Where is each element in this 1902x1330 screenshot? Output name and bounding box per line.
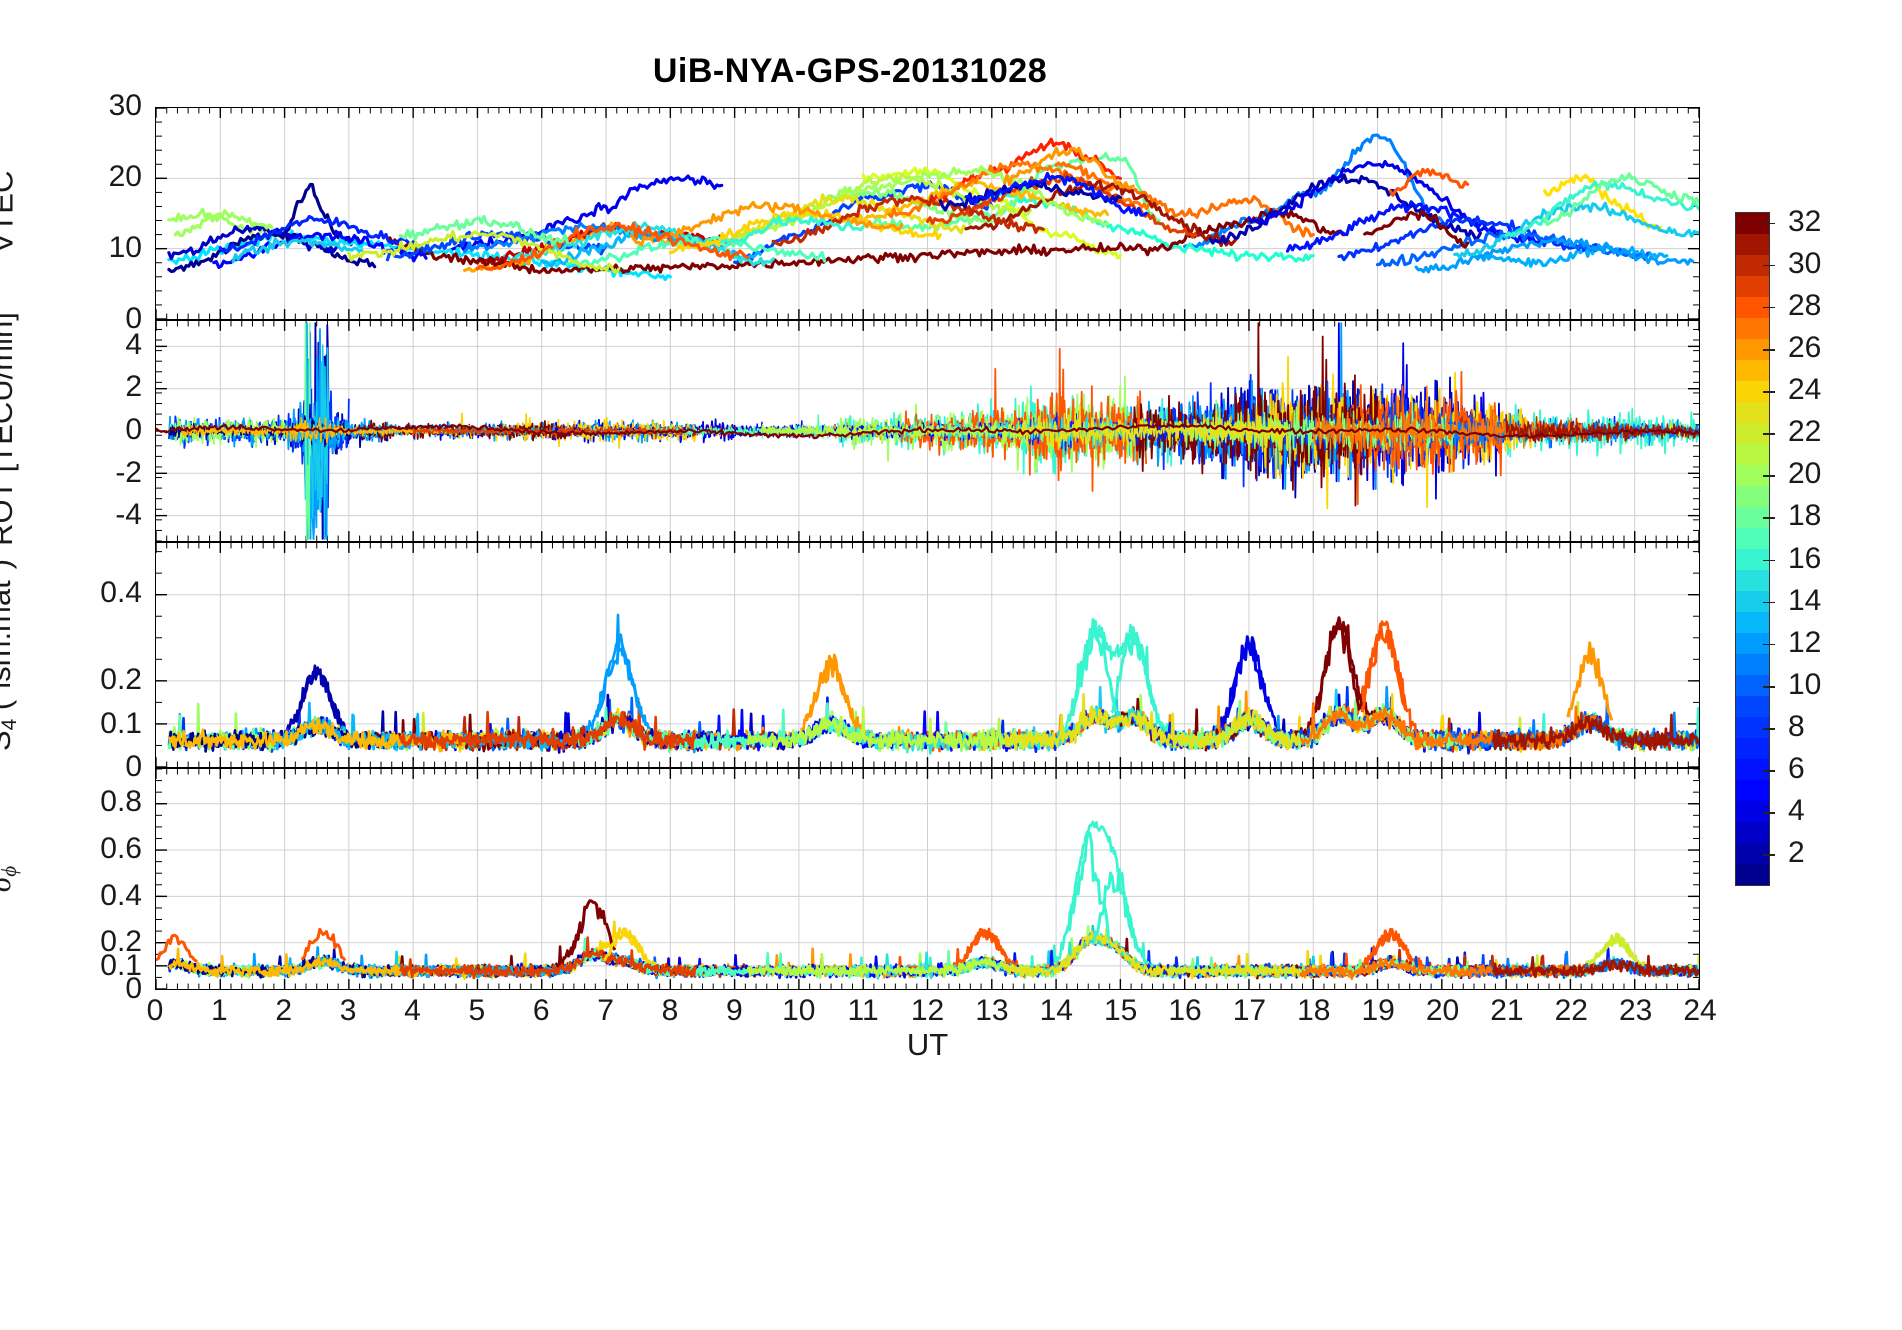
xtick-19: 19: [1361, 994, 1395, 1027]
ytick-sigma-phi-0p4: 0.4: [100, 878, 142, 912]
xtick-23: 23: [1618, 994, 1653, 1027]
colorbar-tick-18: 18: [1788, 499, 1822, 533]
colorbar-tick-28: 28: [1788, 288, 1822, 322]
colorbar-tick-12: 12: [1788, 625, 1822, 659]
colorbar-tick-14: 14: [1788, 583, 1822, 617]
ytick-s4-0p2: 0.2: [100, 663, 142, 697]
colorbar-tick-10: 10: [1788, 667, 1822, 701]
ytick-sigma-phi-0p1: 0.1: [100, 948, 142, 982]
ytick-rot-neg4: -4: [115, 498, 142, 532]
colorbar-tickmark-30: [1763, 264, 1775, 267]
y-axis-title-s4-subscript: 4: [0, 718, 21, 731]
ytick-s4-0: 0: [125, 750, 142, 783]
xtick-12: 12: [910, 994, 945, 1027]
y-axis-title-phi-subscript: ϕ: [0, 866, 21, 877]
panel-s4[interactable]: [155, 542, 1700, 768]
colorbar-tick-20: 20: [1788, 457, 1822, 491]
colorbar-tickmark-10: [1763, 685, 1775, 688]
xtick-13: 13: [975, 994, 1009, 1027]
ytick-rot-neg2: -2: [115, 455, 142, 489]
colorbar-tickmark-28: [1763, 306, 1775, 309]
colorbar-tickmark-32: [1763, 222, 1775, 225]
colorbar-tick-4: 4: [1788, 794, 1805, 828]
xtick-16: 16: [1168, 994, 1202, 1027]
colorbar-tick-26: 26: [1788, 330, 1822, 364]
y-axis-title-sigma: σ: [0, 877, 17, 892]
vtec-plot-canvas: [156, 108, 1699, 319]
xtick-21: 21: [1490, 994, 1524, 1027]
colorbar-tickmark-18: [1763, 517, 1775, 519]
colorbar-tickmark-26: [1763, 348, 1775, 351]
rot-plot-canvas: [156, 321, 1699, 541]
xtick-18: 18: [1297, 994, 1331, 1027]
ytick-rot-4: 4: [125, 327, 142, 361]
xtick-1: 1: [211, 994, 228, 1027]
ytick-sigma-phi-0p8: 0.8: [100, 785, 142, 819]
colorbar-tick-32: 32: [1788, 204, 1822, 238]
colorbar-tickmark-6: [1763, 770, 1775, 772]
panel-rot[interactable]: [155, 320, 1700, 542]
ytick-sigma-phi-0: 0: [125, 972, 142, 1005]
ytick-rot-2: 2: [125, 370, 142, 404]
xtick-3: 3: [339, 994, 357, 1027]
y-axis-title-sigma-phi: σϕ: [0, 738, 22, 1020]
ytick-rot-0: 0: [125, 413, 142, 446]
colorbar[interactable]: [1735, 212, 1770, 886]
xtick-14: 14: [1039, 994, 1073, 1027]
panel-sigma-phi[interactable]: [155, 768, 1700, 990]
colorbar-tick-30: 30: [1788, 246, 1822, 280]
colorbar-tickmark-8: [1763, 728, 1775, 730]
xtick-17: 17: [1232, 994, 1267, 1027]
xtick-2: 2: [275, 994, 293, 1027]
s4-plot-canvas: [156, 543, 1699, 767]
ytick-vtec-20: 20: [108, 160, 142, 193]
xtick-9: 9: [726, 994, 743, 1027]
sigma-phi-plot-canvas: [156, 769, 1699, 989]
ytick-vtec-30: 30: [108, 89, 142, 122]
xtick-11: 11: [847, 994, 879, 1027]
colorbar-tick-2: 2: [1788, 836, 1805, 870]
ytick-vtec-10: 10: [108, 231, 142, 264]
ytick-vtec-0: 0: [125, 302, 142, 335]
ytick-s4-0p4: 0.4: [100, 576, 142, 610]
colorbar-tickmark-20: [1763, 475, 1775, 477]
colorbar-tickmark-4: [1763, 812, 1775, 814]
ytick-s4-0p1: 0.1: [100, 706, 142, 740]
x-axis-title: UT: [906, 1027, 949, 1062]
xtick-5: 5: [468, 994, 486, 1027]
ytick-sigma-phi-0p6: 0.6: [100, 831, 142, 865]
colorbar-tick-24: 24: [1788, 373, 1822, 407]
colorbar-tickmark-2: [1763, 854, 1775, 856]
colorbar-tick-6: 6: [1788, 752, 1805, 786]
colorbar-tickmark-16: [1763, 559, 1775, 562]
xtick-7: 7: [597, 994, 614, 1027]
xtick-24: 24: [1683, 994, 1717, 1027]
page-title: UiB-NYA-GPS-20131028: [652, 52, 1048, 90]
colorbar-tickmark-24: [1763, 391, 1775, 393]
xtick-22: 22: [1554, 994, 1588, 1027]
xtick-20: 20: [1425, 994, 1460, 1027]
y-axis-title-s4-tail: ("ism.mat"): [0, 558, 17, 711]
colorbar-tick-16: 16: [1788, 541, 1822, 575]
xtick-15: 15: [1103, 994, 1138, 1027]
colorbar-tickmark-22: [1763, 433, 1775, 435]
colorbar-tickmark-12: [1763, 643, 1775, 646]
xtick-10: 10: [782, 994, 816, 1027]
xtick-0: 0: [146, 994, 164, 1027]
colorbar-tick-8: 8: [1788, 710, 1805, 744]
xtick-8: 8: [661, 994, 679, 1027]
xtick-6: 6: [532, 994, 550, 1027]
colorbar-tickmark-14: [1763, 601, 1775, 604]
xtick-4: 4: [404, 994, 421, 1027]
panel-vtec[interactable]: [155, 107, 1700, 320]
ytick-sigma-phi-0p2: 0.2: [100, 925, 142, 959]
colorbar-tick-22: 22: [1788, 415, 1822, 449]
